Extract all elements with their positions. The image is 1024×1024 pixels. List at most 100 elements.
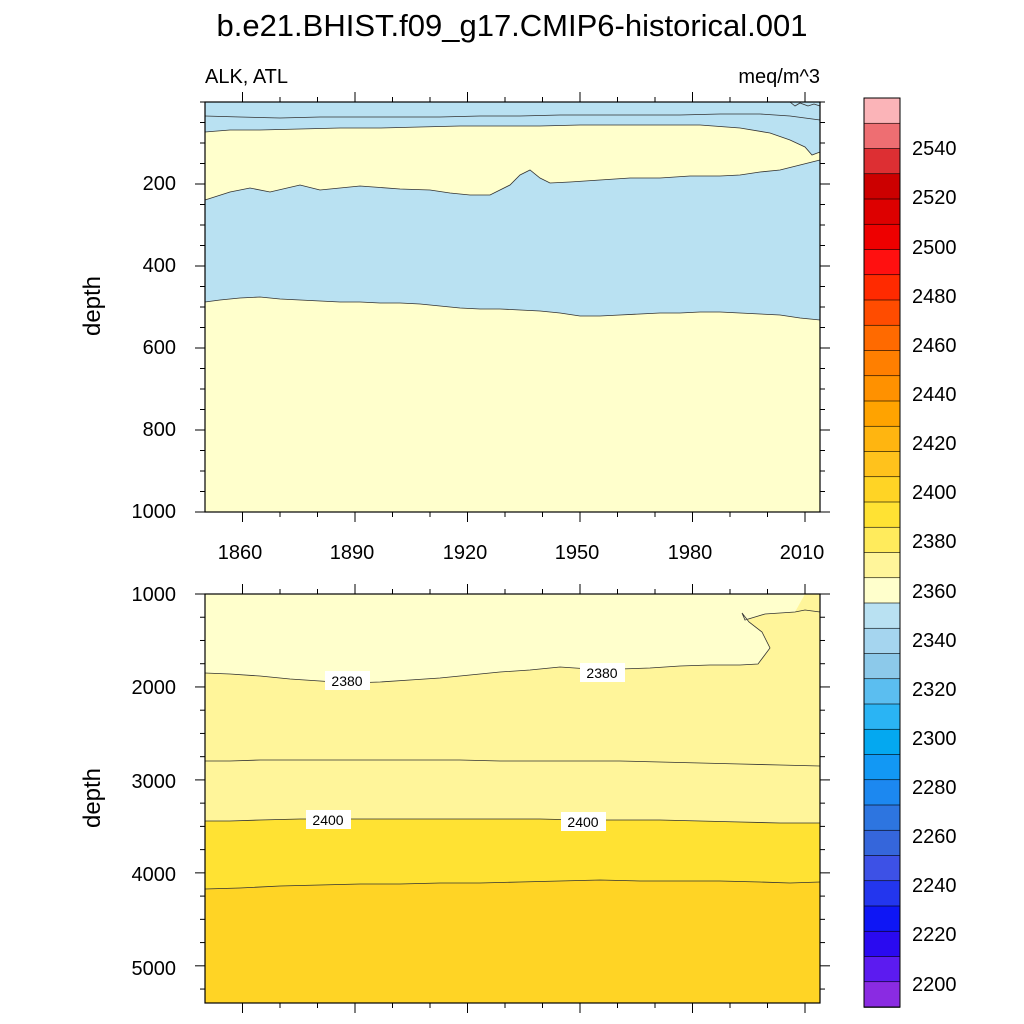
- top-y-tick-label: 200: [143, 173, 176, 195]
- colorbar-swatches: [863, 97, 901, 1008]
- colorbar-swatch: [863, 122, 901, 150]
- bottom-contour-labels: 2380 2380 2400 2400: [306, 663, 625, 831]
- x-tick-label: 1950: [555, 542, 600, 564]
- colorbar-label: 2460: [912, 335, 957, 357]
- figure-title: b.e21.BHIST.f09_g17.CMIP6-historical.001: [216, 8, 807, 43]
- top-region-upper-yellow-band: [205, 114, 820, 155]
- top-region-mid-blue: [205, 160, 820, 320]
- panel-subtitle-left: ALK, ATL: [205, 66, 288, 88]
- contour-label-bg: [561, 812, 606, 831]
- top-y-tick-label: 800: [143, 419, 176, 441]
- x-tick-label: 1860: [218, 542, 263, 564]
- colorbar-swatch: [863, 855, 901, 882]
- bottom-contour-2: [205, 759, 821, 767]
- top-contour-4: [204, 296, 821, 321]
- contour-label: 2400: [312, 812, 343, 828]
- top-y-tick-label: 600: [143, 337, 176, 359]
- colorbar-swatch: [863, 577, 901, 604]
- colorbar-labels: 2540 2520 2500 2480 2460 2440 2420 2400 …: [912, 138, 957, 996]
- colorbar-swatch: [863, 804, 901, 832]
- colorbar-label: 2360: [912, 581, 957, 603]
- contour-label-bg: [325, 671, 370, 690]
- colorbar-swatch: [863, 678, 901, 705]
- top-y-tick-labels: 200 400 600 800 1000: [132, 173, 177, 523]
- colorbar-label: 2400: [912, 482, 957, 504]
- contour-label: 2380: [331, 673, 362, 689]
- colorbar-swatch: [863, 375, 901, 402]
- x-tick-label: 1920: [443, 542, 488, 564]
- bottom-contour-3: [205, 818, 820, 824]
- colorbar-label: 2260: [912, 826, 957, 848]
- colorbar-label: 2340: [912, 630, 957, 652]
- bottom-y-tick-label: 5000: [132, 958, 177, 980]
- colorbar-swatch: [863, 956, 901, 983]
- x-tick-labels: 1860 1890 1920 1950 1980 2010: [218, 542, 825, 564]
- bottom-axis-ticks: [195, 584, 830, 1013]
- bottom-plot-area: 2380 2380 2400 2400: [195, 584, 830, 1013]
- colorbar-swatch: [863, 324, 901, 352]
- bottom-region-top: [205, 594, 805, 683]
- colorbar-swatch: [863, 552, 901, 579]
- colorbar-swatch: [863, 627, 901, 655]
- top-plot-area: [195, 92, 830, 522]
- colorbar-label: 2540: [912, 138, 957, 160]
- top-y-tick-label: 1000: [132, 501, 177, 523]
- colorbar-swatch: [863, 173, 901, 200]
- colorbar-swatch: [863, 97, 901, 125]
- colorbar-swatch: [863, 299, 901, 327]
- colorbar-swatch: [863, 905, 901, 933]
- colorbar-label: 2300: [912, 728, 957, 750]
- contour-label: 2400: [567, 814, 598, 830]
- colorbar-swatch: [863, 198, 901, 226]
- colorbar-label: 2440: [912, 384, 957, 406]
- x-tick-label: 1890: [330, 542, 375, 564]
- colorbar-swatch: [863, 148, 901, 175]
- colorbar-label: 2320: [912, 679, 957, 701]
- top-region-upper-yellow: [205, 125, 820, 200]
- bottom-ylabel: depth: [79, 768, 106, 828]
- colorbar-swatch: [863, 425, 901, 453]
- colorbar-swatch: [863, 451, 901, 478]
- top-contour-3: [204, 159, 821, 201]
- colorbar-swatch: [863, 223, 901, 251]
- colorbar-label: 2220: [912, 924, 957, 946]
- bottom-y-tick-label: 3000: [132, 771, 177, 793]
- bottom-plot-frame: [204, 593, 821, 1004]
- colorbar-swatch: [863, 754, 901, 781]
- bottom-y-tick-label: 4000: [132, 864, 177, 886]
- colorbar-label: 2480: [912, 286, 957, 308]
- colorbar-label: 2380: [912, 531, 957, 553]
- colorbar: 2540 2520 2500 2480 2460 2440 2420 2400 …: [863, 97, 957, 1008]
- colorbar-swatch: [863, 350, 901, 377]
- top-contour-1: [204, 113, 821, 121]
- panel-subtitle-right: meq/m^3: [738, 66, 820, 88]
- bottom-contour-4: [204, 879, 821, 890]
- colorbar-swatch: [863, 880, 901, 907]
- colorbar-swatch: [863, 703, 901, 731]
- colorbar-swatch: [863, 653, 901, 680]
- top-contour-2: [204, 124, 821, 156]
- colorbar-swatch: [863, 829, 901, 857]
- colorbar-label: 2420: [912, 433, 957, 455]
- contour-label: 2380: [586, 665, 617, 681]
- colorbar-swatch: [863, 249, 901, 276]
- colorbar-label: 2500: [912, 237, 957, 259]
- colorbar-swatch: [863, 779, 901, 806]
- colorbar-label: 2280: [912, 777, 957, 799]
- colorbar-swatch: [863, 728, 901, 756]
- colorbar-label: 2200: [912, 974, 957, 996]
- colorbar-swatch: [863, 476, 901, 503]
- colorbar-swatch: [863, 526, 901, 554]
- colorbar-swatch: [863, 930, 901, 958]
- top-ylabel: depth: [79, 276, 106, 336]
- contour-label-bg: [306, 810, 351, 829]
- bottom-y-tick-labels: 1000 2000 3000 4000 5000: [132, 584, 177, 980]
- bottom-y-tick-label: 1000: [132, 584, 177, 606]
- x-tick-label: 2010: [780, 542, 825, 564]
- top-y-tick-label: 400: [143, 255, 176, 277]
- colorbar-swatch: [863, 400, 901, 428]
- colorbar-swatch: [863, 602, 901, 630]
- top-region-surface-blue: [205, 102, 820, 120]
- bottom-y-tick-label: 2000: [132, 677, 177, 699]
